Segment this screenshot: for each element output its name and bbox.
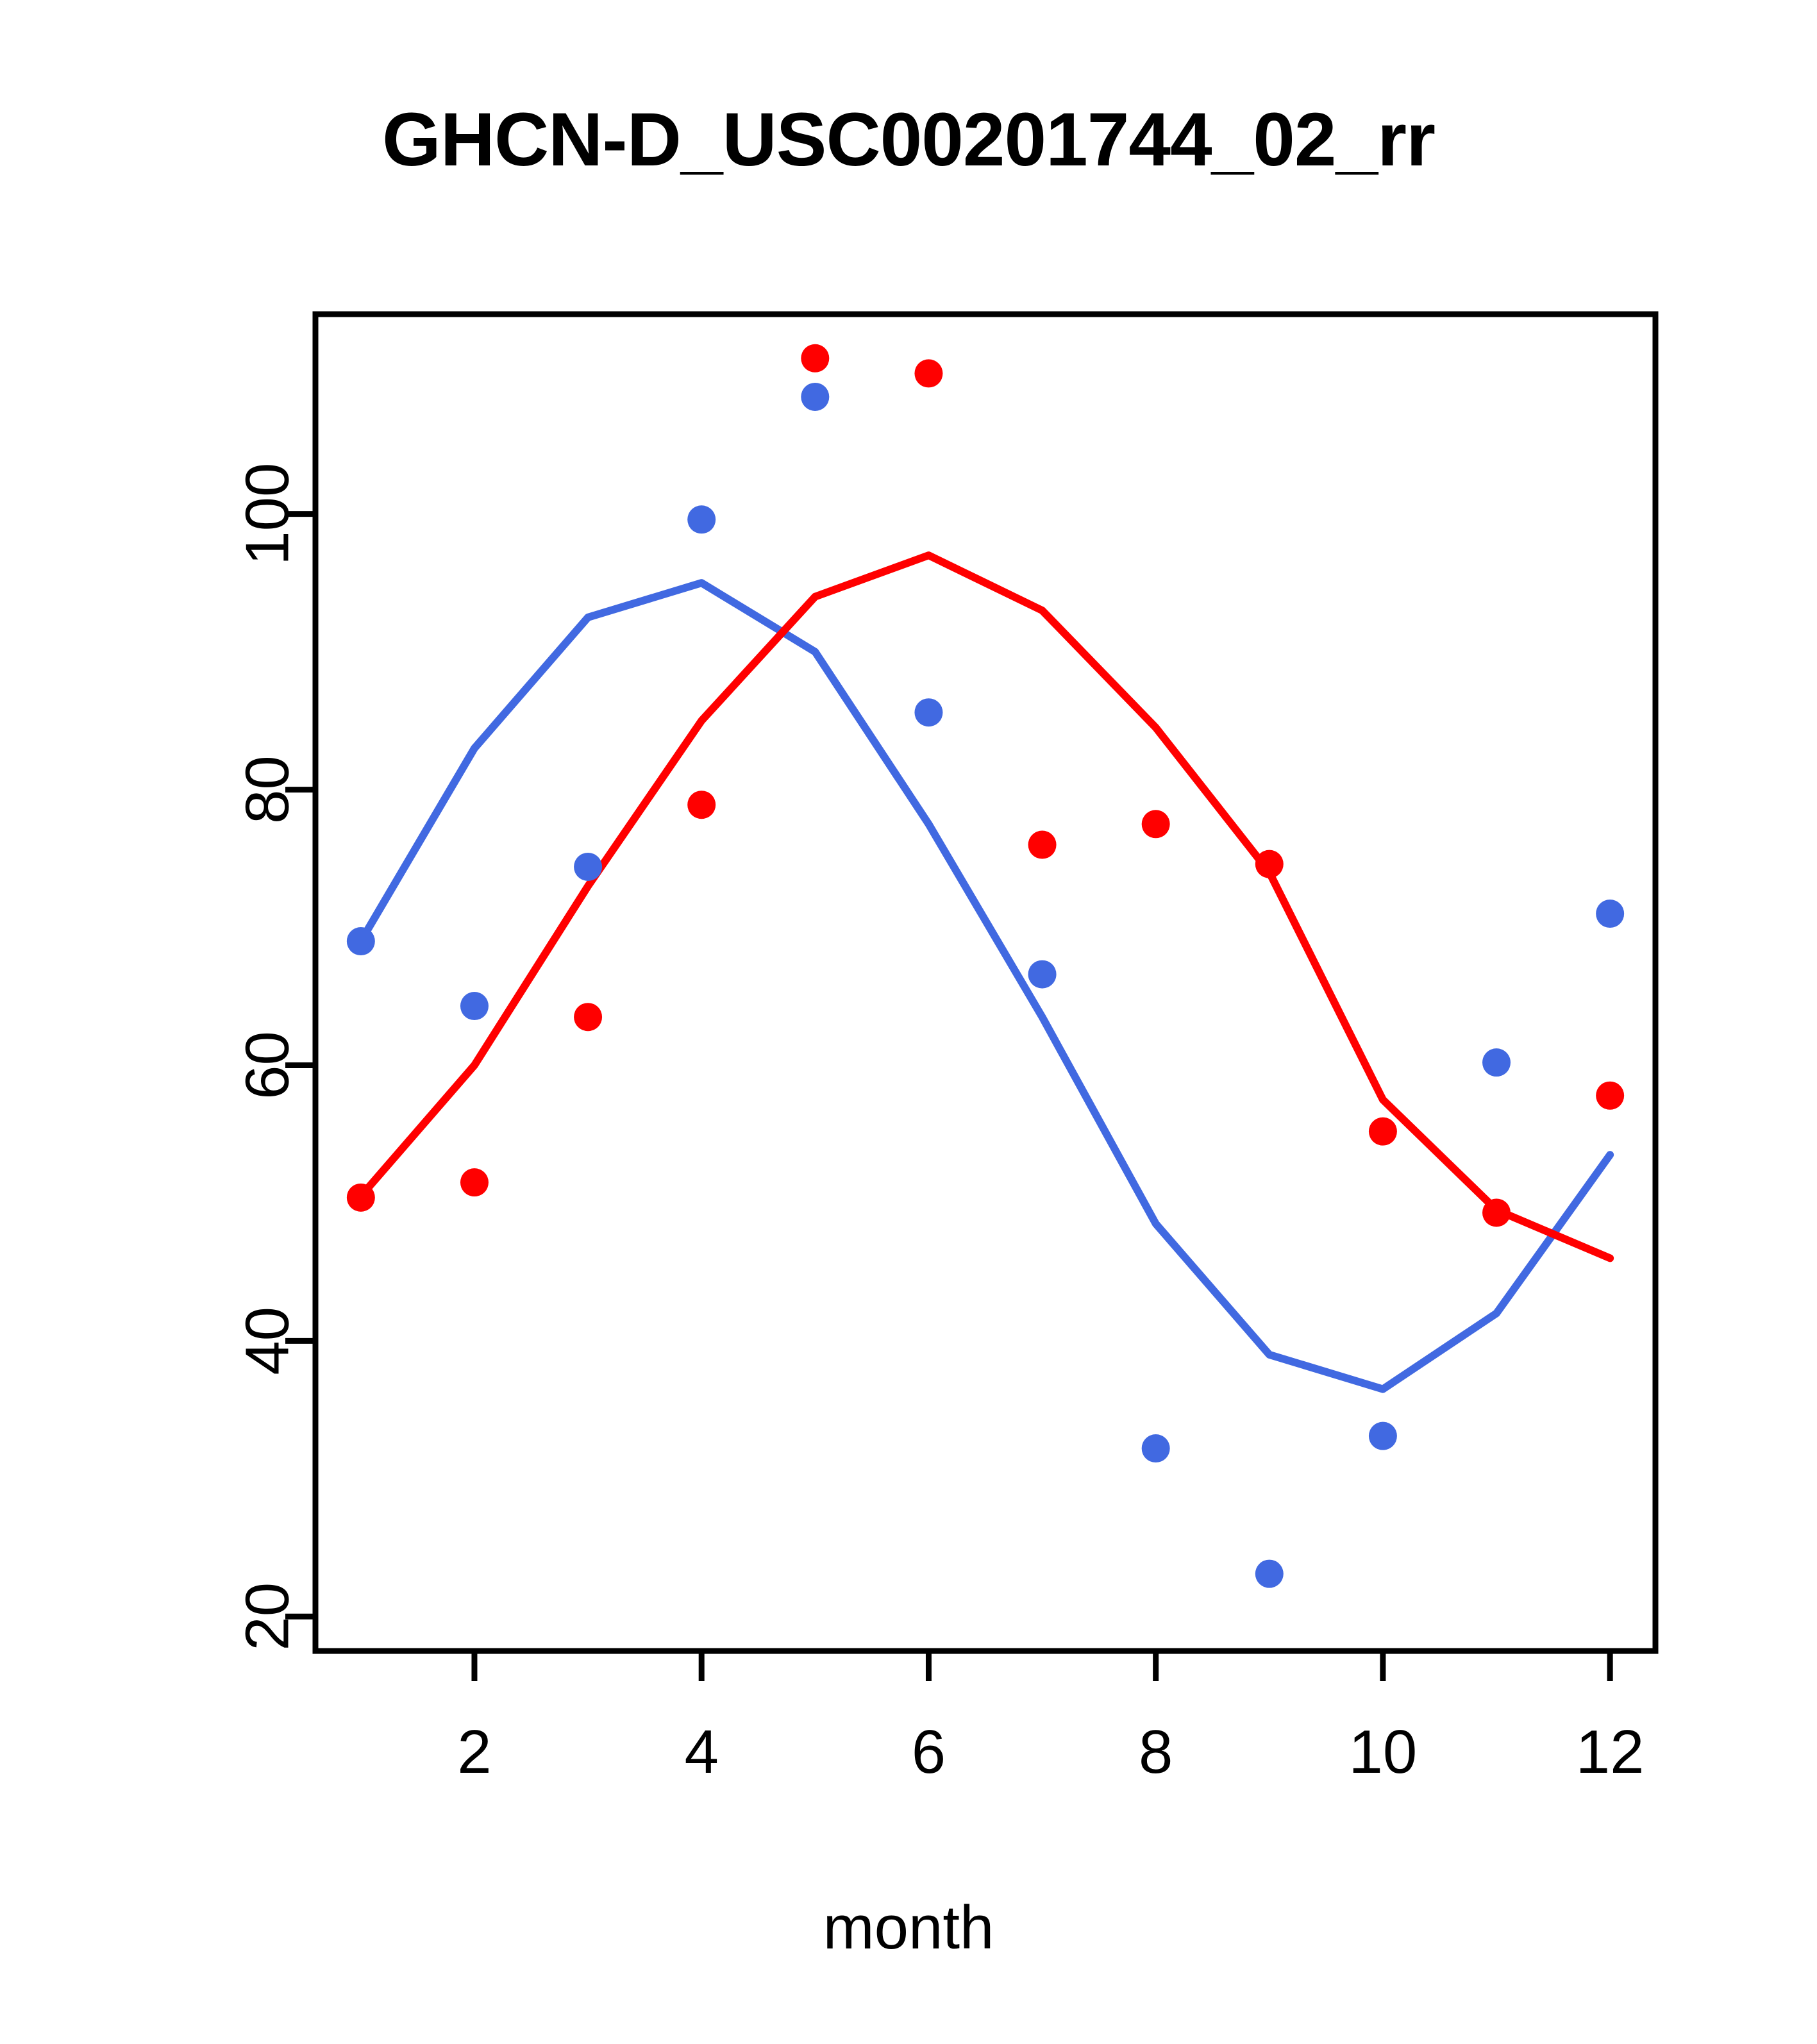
- data-point: [1482, 1048, 1511, 1077]
- x-axis-tick-label: 4: [685, 1718, 719, 1786]
- data-point: [460, 992, 489, 1021]
- series-line-blue-line: [356, 579, 1614, 1393]
- data-point: [1482, 1198, 1511, 1227]
- y-axis-tick-label: 60: [233, 1031, 302, 1100]
- data-point: [1255, 1559, 1284, 1588]
- data-point: [346, 1183, 375, 1212]
- x-axis-tick-label: 10: [1349, 1718, 1418, 1786]
- y-axis-tick-label: 100: [233, 463, 302, 565]
- y-axis-tick-label: 40: [233, 1307, 302, 1375]
- x-axis-tick-label: 12: [1576, 1718, 1645, 1786]
- data-point: [687, 791, 716, 819]
- data-point: [1368, 1421, 1397, 1450]
- series-points-blue-points: [346, 382, 1625, 1588]
- y-axis-tick-label: 20: [233, 1582, 302, 1651]
- data-point: [574, 1003, 603, 1032]
- page-title: GHCN-D_USC00201744_02_rr: [381, 97, 1436, 182]
- data-point: [801, 344, 830, 373]
- data-point: [1141, 1434, 1170, 1463]
- x-axis-tick-label: 8: [1139, 1718, 1173, 1786]
- data-point: [1255, 850, 1284, 878]
- plot-box-border: [312, 311, 1659, 1654]
- data-point: [801, 382, 830, 411]
- data-point: [914, 698, 943, 727]
- data-point: [346, 927, 375, 956]
- data-point: [687, 505, 716, 534]
- data-point: [1028, 830, 1057, 859]
- x-axis-tick-label: 6: [912, 1718, 946, 1786]
- x-axis-label: month: [823, 1893, 994, 1962]
- data-point: [1596, 1081, 1625, 1110]
- data-point: [914, 359, 943, 388]
- data-point: [574, 852, 603, 881]
- y-axis-tick-label: 80: [233, 755, 302, 824]
- series-points-red-points: [346, 344, 1625, 1227]
- x-axis-tick-label: 2: [457, 1718, 491, 1786]
- data-point: [1368, 1117, 1397, 1146]
- data-point: [1028, 960, 1057, 989]
- series-line-red-line: [356, 551, 1614, 1262]
- data-point: [460, 1168, 489, 1197]
- data-point: [1141, 810, 1170, 839]
- data-point: [1596, 900, 1625, 928]
